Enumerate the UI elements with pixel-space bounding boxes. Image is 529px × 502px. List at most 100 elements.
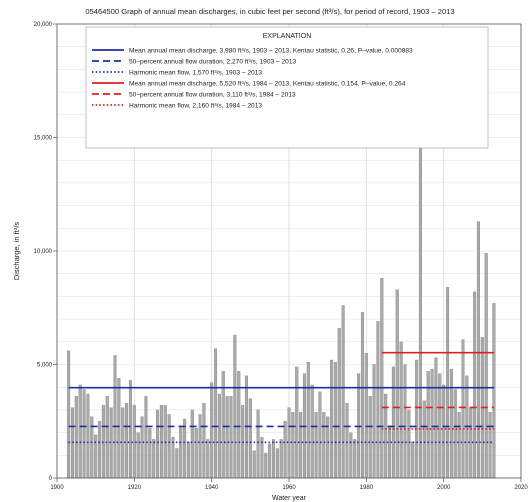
- bar-2003: [453, 389, 457, 479]
- x-tick-label: 1940: [205, 485, 219, 491]
- bar-1907: [82, 389, 86, 479]
- bar-1957: [275, 448, 279, 479]
- bar-1923: [144, 396, 148, 479]
- bar-1931: [175, 448, 179, 479]
- bar-1954: [264, 452, 268, 479]
- bar-2001: [446, 287, 450, 479]
- bar-1976: [349, 432, 353, 479]
- bar-1969: [322, 412, 326, 479]
- legend-entry-4: Mean annual mean discharge, 5,520 ft³/s,…: [92, 80, 406, 87]
- bar-1984: [380, 278, 384, 479]
- x-tick-label: 1920: [128, 485, 142, 491]
- bar-1939: [206, 439, 210, 479]
- bar-1940: [210, 382, 214, 479]
- bar-2011: [484, 253, 488, 479]
- bar-1933: [183, 418, 187, 479]
- bar-1973: [337, 328, 341, 479]
- x-tick-label: 1960: [282, 485, 296, 491]
- bar-2005: [461, 339, 465, 479]
- x-axis-ticks: 1900 1920 1940 1960 1980 2000 2020: [50, 478, 528, 491]
- bar-1905: [74, 396, 78, 479]
- x-tick-label: 1980: [360, 485, 374, 491]
- bar-1983: [376, 321, 380, 479]
- bar-1951: [252, 450, 256, 479]
- bar-1987: [391, 366, 395, 479]
- bar-1934: [186, 441, 190, 479]
- bar-1903: [67, 350, 71, 479]
- bar-1982: [372, 364, 376, 479]
- bar-1944: [225, 396, 229, 479]
- bar-1941: [214, 348, 218, 479]
- bar-1913: [105, 396, 109, 479]
- y-tick-label: 20,000: [34, 22, 53, 28]
- reference-lines-layer: [68, 351, 494, 444]
- chart-title: 05464500 Graph of annual mean discharges…: [85, 7, 454, 16]
- legend-entries: Mean annual mean discharge, 3,980 ft³/s,…: [92, 47, 413, 109]
- bar-1950: [248, 398, 252, 479]
- bar-2000: [442, 384, 446, 479]
- bar-2007: [469, 407, 473, 479]
- bar-2008: [473, 291, 477, 479]
- y-tick-label: 0: [49, 476, 53, 482]
- y-axis-ticks: 0 5,000 10,000 15,000 20,000: [34, 22, 57, 482]
- bar-1968: [318, 391, 322, 479]
- bar-1991: [407, 409, 411, 479]
- legend-label: Mean annual mean discharge, 5,520 ft³/s,…: [129, 80, 406, 87]
- bar-1930: [171, 437, 175, 479]
- bar-1926: [156, 409, 160, 479]
- bar-1959: [283, 421, 287, 479]
- bar-1921: [136, 432, 140, 479]
- bar-1988: [395, 289, 399, 479]
- bar-1929: [167, 414, 171, 479]
- bar-1993: [415, 359, 419, 479]
- legend-entry-5: 50–percent annual flow duration, 3,110 f…: [92, 91, 296, 98]
- bar-1974: [341, 305, 345, 479]
- legend: EXPLANATION Mean annual mean discharge, …: [85, 26, 489, 149]
- legend-box: [85, 26, 489, 149]
- bar-1915: [113, 355, 117, 479]
- bar-1999: [438, 373, 442, 479]
- bar-1911: [98, 421, 102, 479]
- bar-1975: [345, 402, 349, 479]
- bar-1938: [202, 402, 206, 479]
- legend-entry-1: Mean annual mean discharge, 3,980 ft³/s,…: [92, 47, 413, 54]
- bar-1918: [125, 402, 129, 479]
- bar-1942: [217, 393, 221, 479]
- y-tick-label: 5,000: [37, 363, 53, 369]
- bar-2012: [488, 412, 492, 479]
- bar-1924: [148, 427, 152, 479]
- bar-1963: [299, 412, 303, 479]
- bar-1965: [306, 362, 310, 479]
- bar-1990: [403, 364, 407, 479]
- bar-2013: [492, 303, 496, 479]
- bar-1953: [260, 437, 264, 479]
- y-tick-label: 10,000: [34, 249, 53, 255]
- y-axis-label: Discharge, in ft³/s: [12, 222, 21, 281]
- legend-label: 50–percent annual flow duration, 3,110 f…: [129, 91, 296, 98]
- bar-2009: [476, 221, 480, 479]
- bar-1952: [256, 409, 260, 479]
- bar-1966: [310, 384, 314, 479]
- bar-1916: [117, 377, 121, 479]
- legend-entry-2: 50–percent annual flow duration, 2,270 f…: [92, 58, 296, 65]
- bar-1956: [272, 439, 276, 479]
- bar-1980: [364, 353, 368, 479]
- bar-1997: [430, 368, 434, 479]
- bar-1936: [194, 427, 198, 479]
- bar-1981: [368, 396, 372, 479]
- bar-1919: [128, 380, 132, 479]
- bar-1908: [86, 393, 90, 479]
- legend-label: Harmonic mean flow, 2,160 ft³/s, 1984 – …: [129, 102, 262, 109]
- bar-1979: [360, 312, 364, 479]
- bar-1992: [411, 441, 415, 479]
- y-tick-label: 15,000: [34, 136, 53, 142]
- bar-1989: [399, 341, 403, 479]
- x-tick-label: 2020: [514, 485, 528, 491]
- bar-1962: [295, 366, 299, 479]
- x-tick-label: 2000: [437, 485, 451, 491]
- legend-label: Harmonic mean flow, 1,570 ft³/s, 1903 – …: [129, 69, 262, 76]
- bar-1945: [229, 396, 233, 479]
- bar-1946: [233, 334, 237, 479]
- bar-1906: [78, 384, 82, 479]
